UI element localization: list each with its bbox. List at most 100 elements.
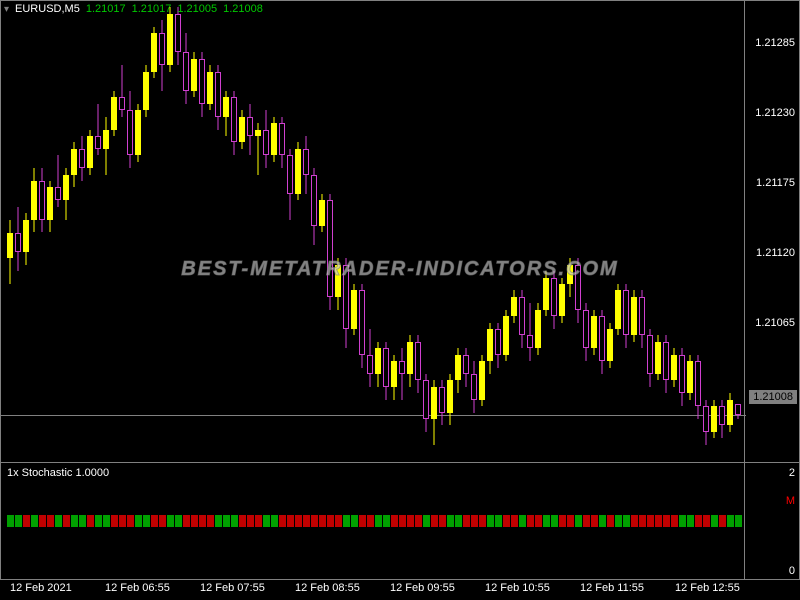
stochastic-bar	[727, 515, 734, 527]
stochastic-bar	[87, 515, 94, 527]
time-tick: 12 Feb 10:55	[485, 582, 550, 594]
stochastic-bar	[623, 515, 630, 527]
stochastic-bar	[535, 515, 542, 527]
stochastic-bar	[343, 515, 350, 527]
stochastic-bar	[391, 515, 398, 527]
indicator-panel[interactable]: 1x Stochastic 1.0000	[0, 463, 745, 580]
stochastic-bar	[271, 515, 278, 527]
stochastic-bar	[63, 515, 70, 527]
stochastic-bar	[511, 515, 518, 527]
stochastic-bar	[407, 515, 414, 527]
stochastic-bar	[191, 515, 198, 527]
stochastic-bar	[335, 515, 342, 527]
stochastic-bar	[295, 515, 302, 527]
time-tick: 12 Feb 08:55	[295, 582, 360, 594]
stochastic-bar	[423, 515, 430, 527]
stochastic-bar	[207, 515, 214, 527]
stochastic-bar	[119, 515, 126, 527]
stochastic-bar	[647, 515, 654, 527]
stochastic-bar	[215, 515, 222, 527]
time-tick: 12 Feb 12:55	[675, 582, 740, 594]
stochastic-bar	[183, 515, 190, 527]
stochastic-bar	[199, 515, 206, 527]
price-tick: 1.21175	[756, 177, 795, 189]
price-axis: 1.212851.212301.211751.211201.210651.210…	[745, 0, 800, 463]
stochastic-bar	[599, 515, 606, 527]
stochastic-bar	[687, 515, 694, 527]
stochastic-bar	[159, 515, 166, 527]
stochastic-bar	[255, 515, 262, 527]
stochastic-bar	[111, 515, 118, 527]
stochastic-bar	[151, 515, 158, 527]
price-current-label: 1.21008	[749, 390, 797, 404]
time-tick: 12 Feb 11:55	[580, 582, 644, 594]
stochastic-bar	[319, 515, 326, 527]
chart-header: ▾ EURUSD,M5 1.21017 1.21017 1.21005 1.21…	[0, 0, 800, 18]
stochastic-bar	[503, 515, 510, 527]
stochastic-bar	[591, 515, 598, 527]
stochastic-bar	[279, 515, 286, 527]
stochastic-bar	[311, 515, 318, 527]
ohlc-open: 1.21017	[86, 3, 126, 15]
stochastic-bar	[495, 515, 502, 527]
time-tick: 12 Feb 07:55	[200, 582, 265, 594]
stochastic-bar	[567, 515, 574, 527]
stochastic-bar	[103, 515, 110, 527]
stochastic-bar	[671, 515, 678, 527]
stochastic-bar	[7, 515, 14, 527]
price-tick: 1.21230	[755, 107, 795, 119]
stochastic-bar	[719, 515, 726, 527]
stochastic-bar	[239, 515, 246, 527]
stochastic-bar	[415, 515, 422, 527]
stochastic-bar	[711, 515, 718, 527]
stochastic-bar	[31, 515, 38, 527]
stochastic-bar	[23, 515, 30, 527]
ohlc-low: 1.21005	[177, 3, 217, 15]
stochastic-bar	[71, 515, 78, 527]
indicator-m-label: M	[786, 495, 795, 507]
stochastic-bar	[135, 515, 142, 527]
stochastic-bar	[575, 515, 582, 527]
stochastic-bar	[615, 515, 622, 527]
stochastic-bar	[327, 515, 334, 527]
current-price-line	[1, 415, 746, 416]
stochastic-bar	[527, 515, 534, 527]
price-chart[interactable]	[0, 0, 745, 463]
stochastic-bar	[439, 515, 446, 527]
stochastic-bar	[351, 515, 358, 527]
stochastic-bar	[47, 515, 54, 527]
time-tick: 12 Feb 06:55	[105, 582, 170, 594]
stochastic-bar	[95, 515, 102, 527]
stochastic-bar	[399, 515, 406, 527]
stochastic-bar	[231, 515, 238, 527]
stochastic-bar	[631, 515, 638, 527]
stochastic-bar	[551, 515, 558, 527]
stochastic-bar	[695, 515, 702, 527]
stochastic-bar	[679, 515, 686, 527]
price-tick: 1.21285	[755, 37, 795, 49]
stochastic-bar	[455, 515, 462, 527]
time-tick: 12 Feb 09:55	[390, 582, 455, 594]
stochastic-bar	[583, 515, 590, 527]
stochastic-bar	[359, 515, 366, 527]
stochastic-bar	[223, 515, 230, 527]
ohlc-close: 1.21008	[223, 3, 263, 15]
expand-icon[interactable]: ▾	[4, 4, 9, 15]
stochastic-bar	[639, 515, 646, 527]
stochastic-bar	[383, 515, 390, 527]
price-tick: 1.21065	[755, 317, 795, 329]
stochastic-bar	[543, 515, 550, 527]
stochastic-bar	[559, 515, 566, 527]
stochastic-bar	[375, 515, 382, 527]
stochastic-bar	[143, 515, 150, 527]
stochastic-bar	[175, 515, 182, 527]
stochastic-bar	[607, 515, 614, 527]
stochastic-bar	[487, 515, 494, 527]
stochastic-bar	[39, 515, 46, 527]
stochastic-bar	[247, 515, 254, 527]
time-tick: 12 Feb 2021	[10, 582, 72, 594]
stochastic-bar	[479, 515, 486, 527]
stochastic-bar	[471, 515, 478, 527]
indicator-tick: 0	[789, 565, 795, 577]
stochastic-bar	[447, 515, 454, 527]
